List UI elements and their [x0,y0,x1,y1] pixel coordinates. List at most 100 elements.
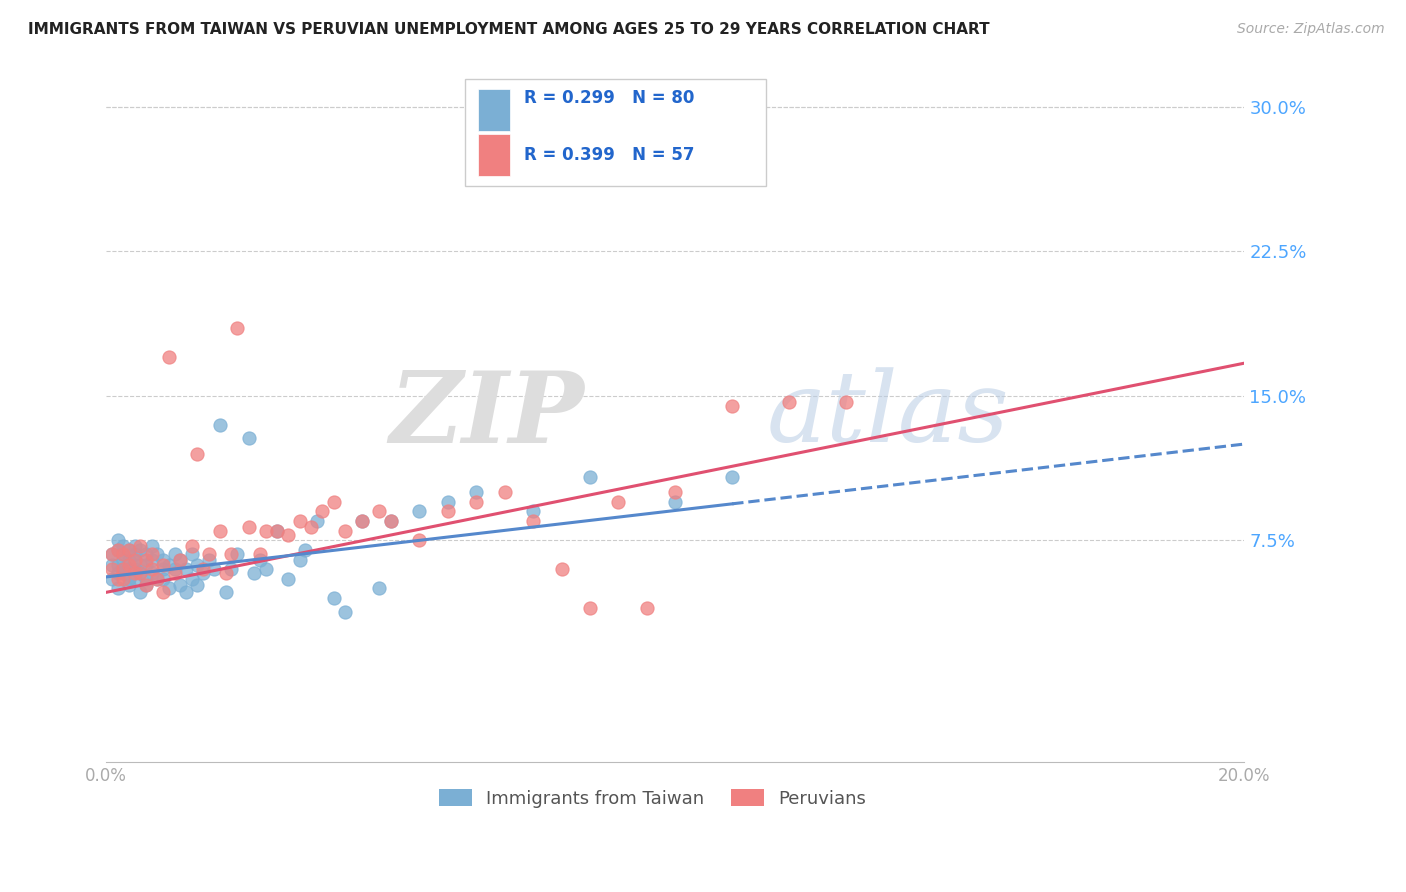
Text: atlas: atlas [766,368,1010,463]
Point [146,572,169,586]
Point [664,485,686,500]
Point [249,552,271,566]
Point [118,562,141,576]
Text: R = 0.299   N = 80: R = 0.299 N = 80 [524,89,695,107]
Point [112,547,135,561]
Point [141,552,163,566]
Point [579,600,602,615]
Point [254,562,277,576]
Point [124,566,146,580]
Point [101,572,124,586]
Point [522,504,544,518]
Point [522,514,544,528]
Point [226,547,249,561]
Point [112,566,135,580]
Point [465,495,488,509]
Point [191,566,214,580]
Point [118,543,141,558]
Point [408,533,430,548]
Point [380,514,402,528]
Point [226,321,249,335]
Point [579,469,602,483]
Point [550,562,572,576]
Point [135,577,157,591]
Point [101,562,124,576]
Point [721,399,744,413]
Point [124,539,146,553]
Point [215,585,238,599]
Point [152,572,174,586]
Point [277,572,299,586]
Point [436,495,458,509]
Point [197,547,219,561]
Text: Source: ZipAtlas.com: Source: ZipAtlas.com [1237,22,1385,37]
Point [152,552,174,566]
Point [636,600,658,615]
Point [107,543,129,558]
Point [174,585,197,599]
Point [157,558,180,573]
Point [107,582,129,596]
Point [186,447,208,461]
Point [835,394,858,409]
Point [163,562,186,576]
Text: IMMIGRANTS FROM TAIWAN VS PERUVIAN UNEMPLOYMENT AMONG AGES 25 TO 29 YEARS CORREL: IMMIGRANTS FROM TAIWAN VS PERUVIAN UNEMP… [28,22,990,37]
Point [118,577,141,591]
Point [141,562,163,576]
Point [163,547,186,561]
Point [135,552,157,566]
Point [124,552,146,566]
Point [157,351,180,365]
Point [118,552,141,566]
Point [368,582,391,596]
Point [311,504,333,518]
Point [277,527,299,541]
Point [135,572,157,586]
Point [169,577,191,591]
Point [249,547,271,561]
Text: ZIP: ZIP [389,367,585,464]
Point [202,562,225,576]
Point [322,591,344,606]
Point [112,562,135,576]
Point [294,543,316,558]
Point [112,547,135,561]
Point [152,562,174,576]
Point [124,547,146,561]
Point [664,495,686,509]
Point [607,495,630,509]
Point [169,552,191,566]
Point [494,158,516,172]
Point [107,572,129,586]
Point [215,566,238,580]
Point [135,558,157,573]
Point [101,558,124,573]
Point [124,552,146,566]
Point [129,566,152,580]
Point [141,539,163,553]
Point [186,558,208,573]
Point [124,562,146,576]
Point [368,504,391,518]
Point [494,485,516,500]
Point [380,514,402,528]
Point [152,558,174,573]
Point [152,585,174,599]
Point [243,566,266,580]
Point [180,572,202,586]
Point [135,577,157,591]
Point [288,552,311,566]
Point [465,485,488,500]
Point [112,572,135,586]
Point [721,469,744,483]
Point [107,566,129,580]
Point [112,539,135,553]
Point [129,539,152,553]
Point [209,417,232,432]
FancyBboxPatch shape [478,89,510,131]
Point [118,558,141,573]
Point [107,558,129,573]
Point [322,495,344,509]
Point [209,524,232,538]
Point [146,572,169,586]
